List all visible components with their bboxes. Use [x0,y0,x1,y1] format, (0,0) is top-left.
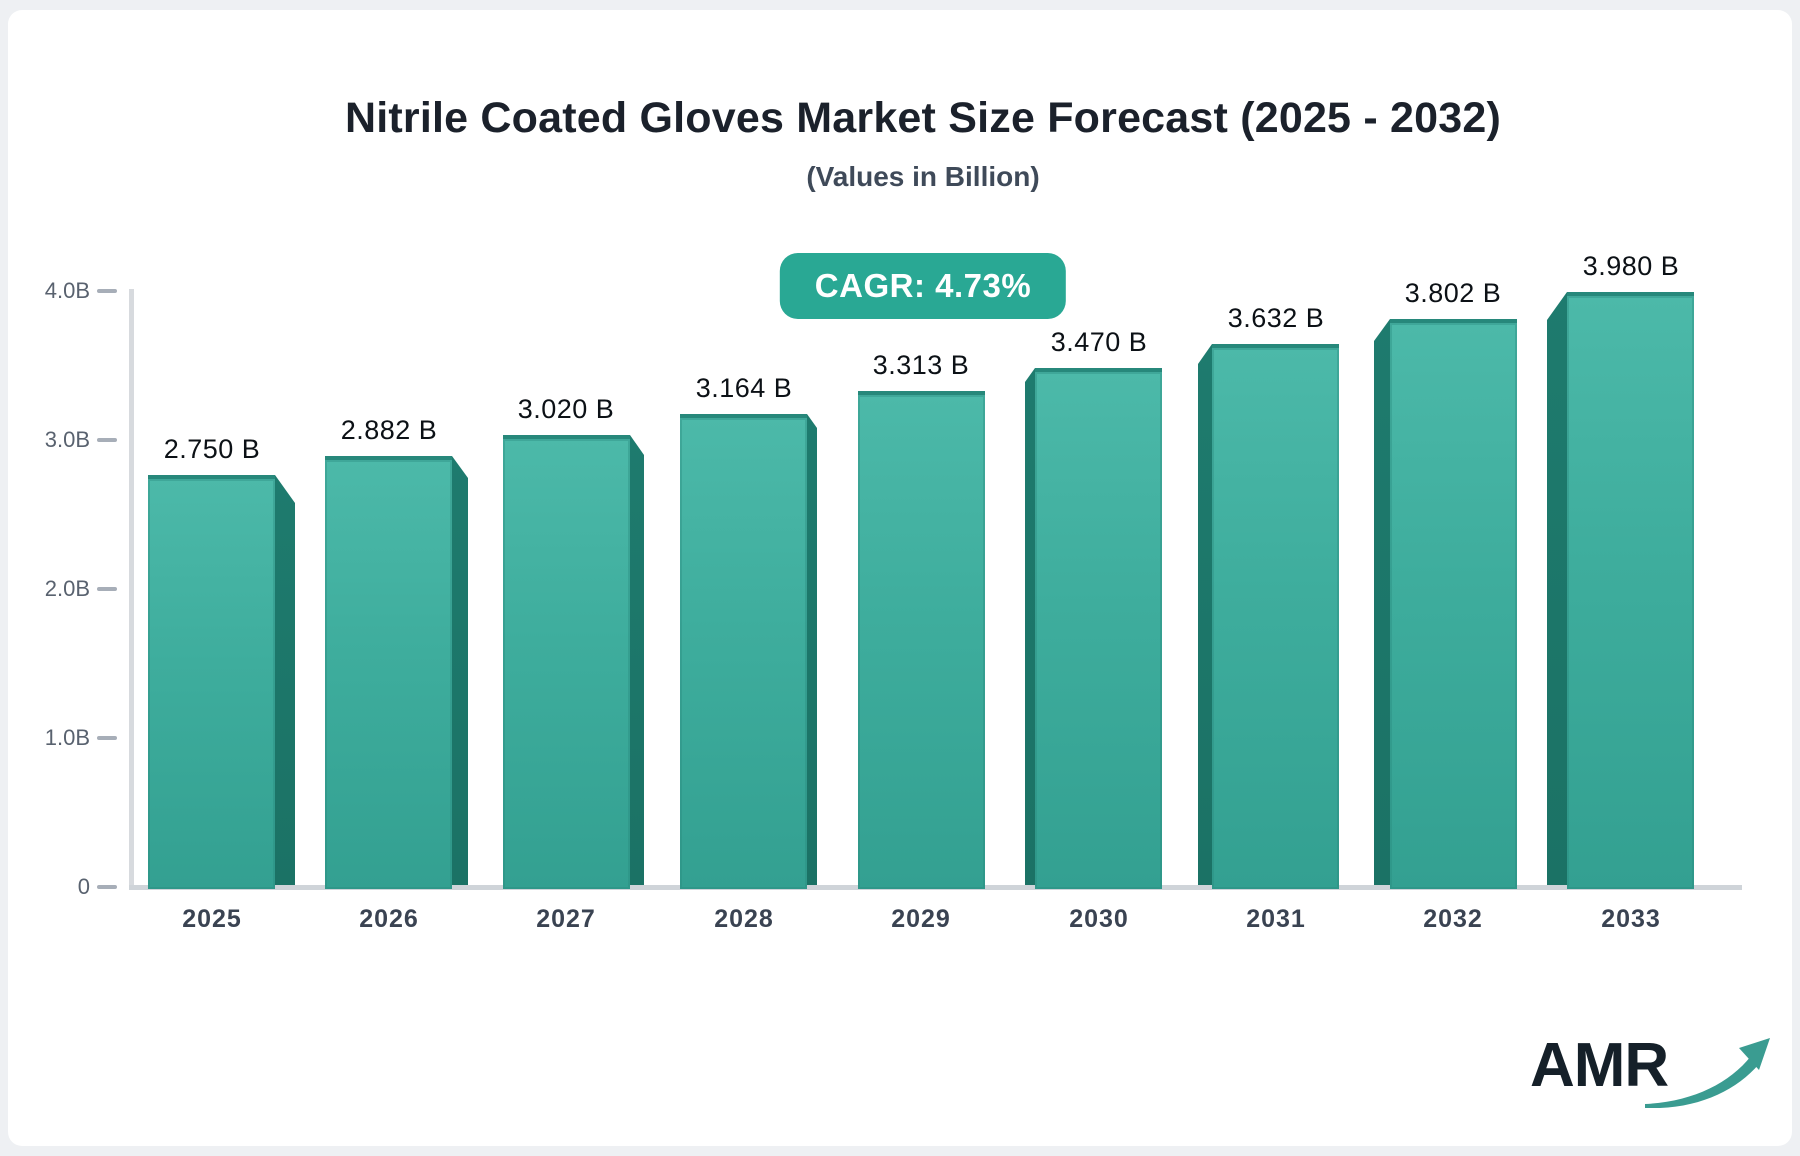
bar-3d-side-face [275,475,295,885]
bar-3d-side-face [1374,319,1390,885]
bar-value-label: 3.164 B [695,373,793,403]
x-axis-label-2033: 2033 [1601,905,1661,933]
bar-2027 [503,435,630,889]
y-tick-dash [97,289,117,293]
x-axis-label-2026: 2026 [359,905,419,933]
bar-value-label: 2.882 B [340,415,438,445]
y-tick-dash [97,885,117,889]
y-tick-label: 1.0B [44,725,90,750]
y-tick-label: 0 [77,874,90,899]
x-axis-label-2031: 2031 [1246,905,1306,933]
bar-3d-side-face [1025,368,1035,885]
chart-title: Nitrile Coated Gloves Market Size Foreca… [345,94,1501,142]
bar-3d-side-face [1547,292,1567,885]
y-tick-label: 4.0B [44,278,90,303]
y-tick-label: 3.0B [44,427,90,452]
bar-value-label: 3.980 B [1582,251,1680,281]
amr-logo-text: AMR [1530,1031,1669,1100]
y-tick-label: 2.0B [44,576,90,601]
bar-3d-side-face [807,414,817,885]
bar-3d-side-face [1198,344,1212,885]
bar-2032 [1390,319,1517,889]
bar-2031 [1212,344,1339,889]
bar-value-label: 3.313 B [872,350,970,380]
bar-value-label: 3.470 B [1050,327,1148,357]
bar-2033 [1567,292,1694,889]
y-tick-dash [97,736,117,740]
y-tick-dash [97,587,117,591]
cagr-badge: CAGR: 4.73% [779,253,1067,319]
x-axis-label-2030: 2030 [1069,905,1129,933]
x-axis-label-2032: 2032 [1423,905,1483,933]
bar-value-label: 3.020 B [517,394,615,424]
bar-2030 [1035,368,1162,889]
bar-2025 [148,475,275,889]
bar-value-label: 3.632 B [1227,303,1325,333]
x-axis-label-2028: 2028 [714,905,774,933]
bar-3d-side-face [630,435,644,885]
chart-subtitle: (Values in Billion) [806,161,1040,192]
x-axis-label-2029: 2029 [891,905,951,933]
bar-2026 [325,456,452,889]
bar-2029 [858,391,985,889]
amr-logo: AMR [1530,1022,1770,1112]
trend-up-arrow-icon [1645,1038,1770,1108]
bar-value-label: 2.750 B [163,434,261,464]
bar-2028 [680,414,807,889]
bar-value-label: 3.802 B [1404,278,1502,308]
bar-3d-side-face [452,456,468,885]
y-tick-dash [97,438,117,442]
y-axis-line [129,289,134,886]
x-axis-label-2027: 2027 [536,905,596,933]
x-axis-label-2025: 2025 [182,905,242,933]
